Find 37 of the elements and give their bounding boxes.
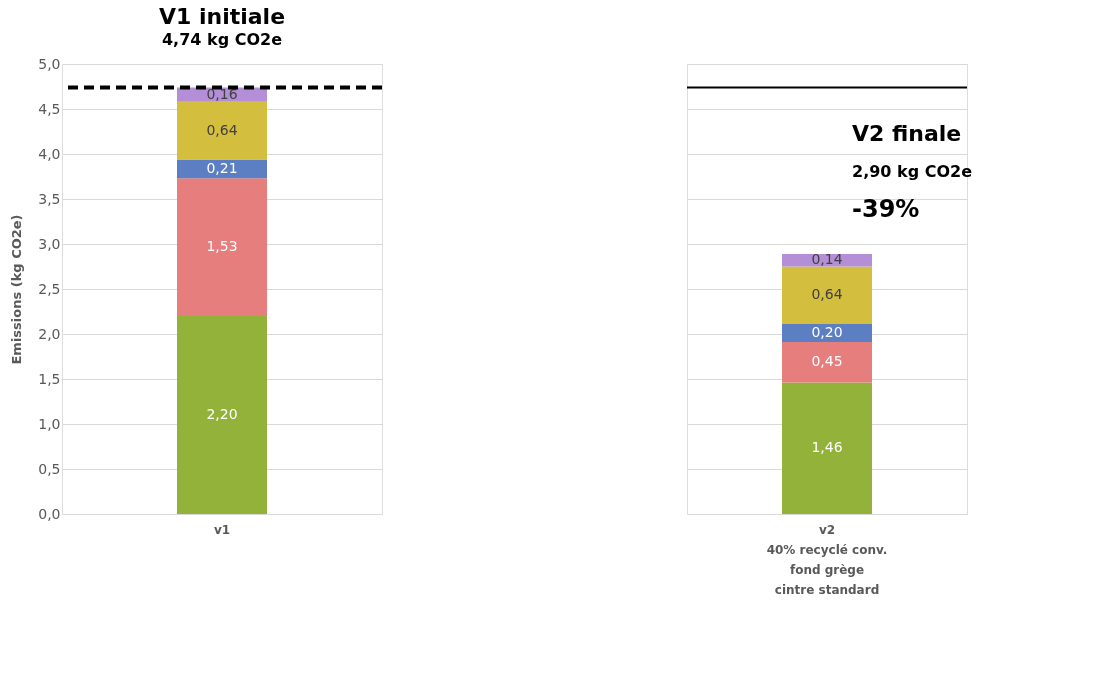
y-axis-title: Emissions (kg CO2e) <box>9 214 25 365</box>
y-tick-label: 3,0 <box>38 235 61 252</box>
text: V2 finale <box>852 121 962 146</box>
data-label: 0,45 <box>811 353 843 370</box>
bar <box>177 159 267 179</box>
y-tick-label: 2,0 <box>38 325 61 342</box>
bar <box>782 253 872 267</box>
data-label: 0,64 <box>811 286 843 303</box>
x-tick-label: v2 40% recyclé conv. fond grège cintre standard <box>766 522 888 597</box>
data-label: 0,16 <box>206 85 238 102</box>
x-tick-label: v1 <box>213 522 231 537</box>
data-label: 2,20 <box>206 406 238 422</box>
y-tick-label: 2,5 <box>38 280 61 297</box>
annotation: -39% <box>852 195 920 223</box>
bar <box>782 382 872 514</box>
y-tick-label: 3,5 <box>38 190 61 207</box>
annotation: 2,90 kg CO2e <box>852 162 973 181</box>
bar <box>177 316 267 514</box>
y-tick-label: 4,0 <box>38 145 61 162</box>
bar <box>782 342 872 383</box>
y-tick-label: 1,0 <box>38 415 61 432</box>
bar <box>782 266 872 325</box>
data-label: 0,21 <box>206 159 238 176</box>
chart-title: V1 initiale <box>158 4 286 29</box>
chart-subtitle: 4,74 kg CO2e <box>161 30 283 49</box>
y-tick-label: 5,0 <box>38 55 61 72</box>
data-label: 0,14 <box>811 251 843 268</box>
data-label: 1,46 <box>811 439 843 456</box>
bar <box>177 101 267 160</box>
bar <box>177 178 267 316</box>
data-label: 1,53 <box>206 238 238 255</box>
data-label: 0,64 <box>206 121 238 138</box>
y-tick-label: 0,5 <box>38 460 61 477</box>
data-label: 0,20 <box>811 324 843 341</box>
y-tick-label: 1,5 <box>38 370 61 387</box>
y-tick-label: 4,5 <box>38 100 61 117</box>
y-tick-label: 0,0 <box>38 505 61 522</box>
